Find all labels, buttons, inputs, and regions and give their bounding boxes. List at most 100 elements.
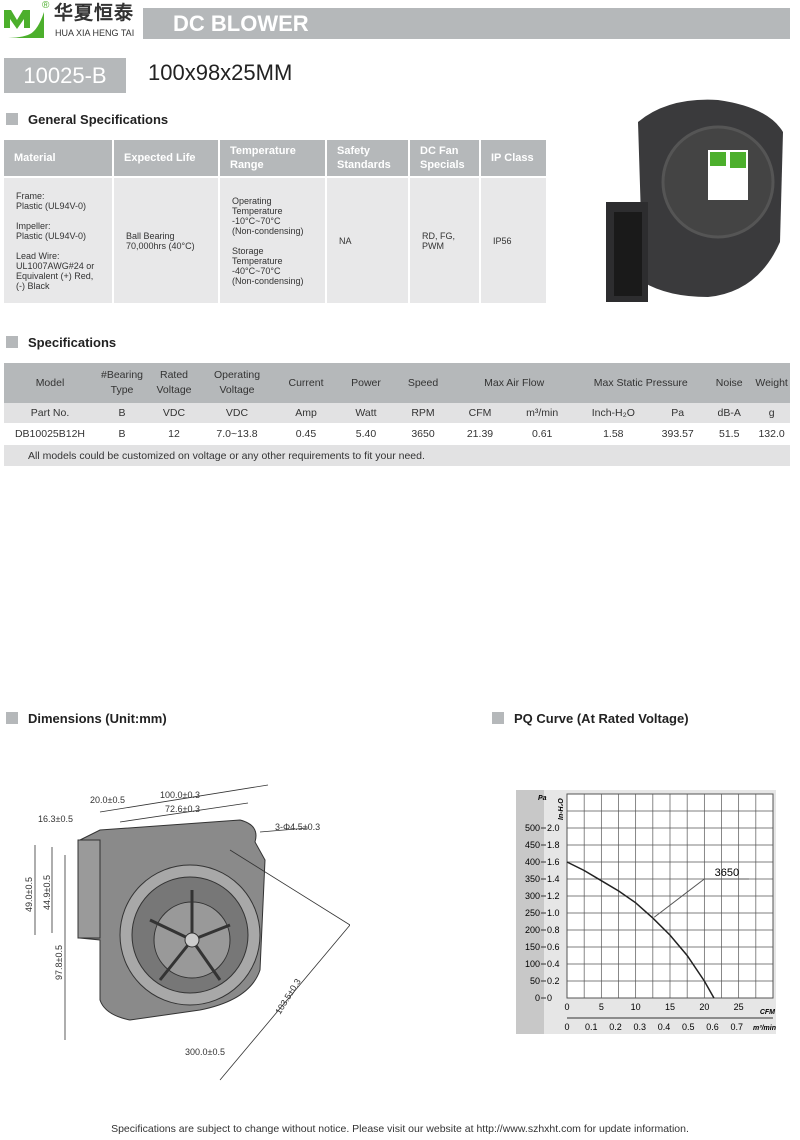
series-line-3650	[566, 861, 715, 999]
unit-cell: RPM	[394, 403, 452, 423]
th-noise: Noise	[705, 363, 754, 403]
th-pressure: Max Static Pressure	[576, 363, 706, 403]
temp-line: (Non-condensing)	[232, 225, 304, 236]
xtick-cfm: 15	[665, 1002, 675, 1012]
th-material: Material	[4, 140, 114, 178]
th-safety: Safety Standards	[326, 140, 410, 178]
y2label: In-H₂O	[558, 798, 565, 820]
temp-line: Operating	[232, 195, 272, 206]
material-line	[16, 211, 100, 221]
data-cell: 132.0	[753, 423, 790, 445]
material-line: Lead Wire:	[16, 250, 60, 261]
section-title: PQ Curve (At Rated Voltage)	[514, 711, 689, 726]
ytick-pa: 400	[525, 857, 540, 867]
ytick-inh2o: 1.2	[547, 891, 560, 901]
section-title: General Specifications	[28, 112, 169, 127]
leader-line	[653, 878, 705, 918]
data-cell: 5.40	[338, 423, 394, 445]
xtick-cfm: 0	[564, 1002, 569, 1012]
section-title: Specifications	[28, 335, 117, 350]
data-cell: 21.39	[452, 423, 508, 445]
registered-mark: ®	[42, 0, 50, 11]
units-row: Part No. B VDC VDC Amp Watt RPM CFM m³/min Inch-H…	[4, 403, 790, 423]
ytick-pa: 300	[525, 891, 540, 901]
series-label: 3650	[715, 867, 739, 879]
unit-cell: Pa	[650, 403, 706, 423]
ytick-inh2o: 1.4	[547, 874, 560, 884]
ytick-inh2o: 0.8	[547, 925, 560, 935]
th-ip: IP Class	[480, 140, 548, 178]
life-line: 70,000hrs (40°C)	[126, 240, 195, 251]
ytick-pa: 0	[535, 993, 540, 1003]
ytick-pa: 450	[525, 840, 540, 850]
section-square-icon	[6, 113, 18, 125]
cell-life: Ball Bearing 70,000hrs (40°C)	[113, 177, 220, 303]
xtick-m3min: 0.5	[682, 1022, 695, 1032]
section-dimensions: Dimensions (Unit:mm)	[6, 711, 167, 726]
xtick-m3min: 0.7	[730, 1022, 743, 1032]
xtick-cfm: 10	[631, 1002, 641, 1012]
ytick-pa: 350	[525, 874, 540, 884]
xtick-m3min: 0.1	[585, 1022, 598, 1032]
th-operating-voltage: Operating Voltage	[200, 363, 274, 403]
data-cell: 12	[148, 423, 200, 445]
unit-cell: CFM	[452, 403, 508, 423]
material-line: Plastic (UL94V-0)	[16, 200, 87, 211]
data-cell: 51.5	[705, 423, 754, 445]
unit-cell: VDC	[200, 403, 274, 423]
unit-cell: dB-A	[705, 403, 754, 423]
th-specials: DC Fan Specials	[409, 140, 481, 178]
th-model: Model	[4, 363, 96, 403]
section-square-icon	[6, 336, 18, 348]
cell-temp: Operating Temperature -10°C~70°C (Non-conde…	[219, 177, 327, 303]
page-title: DC BLOWER	[143, 8, 790, 39]
ytick-pa: 50	[530, 976, 540, 986]
dim-hole: 3-Φ4.5±0.3	[275, 822, 320, 832]
ylabel: Pa	[538, 795, 547, 802]
dim-44: 44.9±0.5	[42, 875, 52, 910]
unit-cell: g	[753, 403, 790, 423]
data-cell: 3650	[394, 423, 452, 445]
life-line: Ball Bearing	[126, 230, 175, 241]
th-weight: Weight	[753, 363, 790, 403]
data-cell: B	[96, 423, 148, 445]
temp-line: Temperature	[232, 255, 283, 266]
ytick-inh2o: 2.0	[547, 823, 560, 833]
material-line: Plastic (UL94V-0)	[16, 230, 87, 241]
ytick-inh2o: 1.8	[547, 840, 560, 850]
xtick-m3min: 0.3	[633, 1022, 646, 1032]
xtick-cfm: 5	[599, 1002, 604, 1012]
brand-name-cn: 华夏恒泰	[54, 3, 135, 24]
temp-line	[232, 236, 313, 246]
material-line	[16, 241, 100, 251]
data-cell: 393.57	[650, 423, 706, 445]
model-badge: 10025-B	[4, 58, 126, 93]
cell-specials: RD, FG, PWM	[409, 177, 481, 303]
temp-line: Temperature	[232, 205, 283, 216]
temp-line: Storage	[232, 245, 264, 256]
ytick-inh2o: 0	[547, 993, 552, 1003]
th-current: Current	[274, 363, 338, 403]
data-cell: DB10025B12H	[4, 423, 96, 445]
section-square-icon	[492, 712, 504, 724]
brand-logo-icon	[4, 10, 44, 38]
cell-ip: IP56	[480, 177, 548, 303]
material-line: Frame:	[16, 190, 45, 201]
brand-name-en: HUA XIA HENG TAI	[55, 28, 135, 38]
th-life: Expected Life	[113, 140, 220, 178]
table-row: DB10025B12H B 12 7.0~13.8 0.45 5.40 3650 21.39 0…	[4, 423, 790, 445]
ytick-inh2o: 0.6	[547, 942, 560, 952]
unit-cell: VDC	[148, 403, 200, 423]
material-line: Impeller:	[16, 220, 51, 231]
th-bearing: #Bearing Type	[96, 363, 148, 403]
footer-note: Specifications are subject to change wit…	[111, 1123, 689, 1135]
th-rated-voltage: Rated Voltage	[148, 363, 200, 403]
dim-lead: 300.0±0.5	[185, 1047, 225, 1057]
material-line: Equivalent (+) Red,	[16, 270, 94, 281]
dim-49: 49.0±0.5	[24, 877, 34, 912]
xtick-m3min: 0.6	[706, 1022, 719, 1032]
product-photo	[606, 99, 783, 302]
section-specs: Specifications	[6, 335, 116, 350]
dim-width-100: 100.0±0.3	[160, 790, 200, 800]
material-line: (-) Black	[16, 280, 50, 291]
